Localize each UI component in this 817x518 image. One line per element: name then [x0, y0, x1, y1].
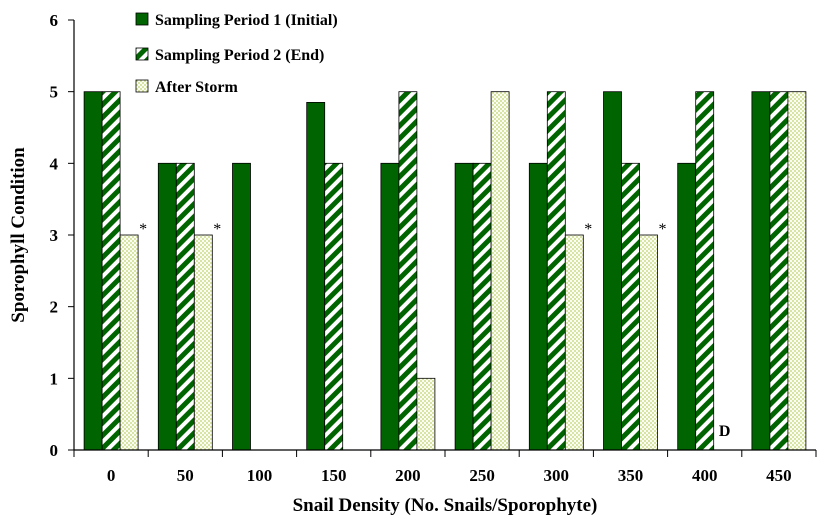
legend-item-series-2: Sampling Period 2 (End) [135, 47, 324, 64]
bar-series-2-cat-250 [472, 162, 492, 451]
x-tick-label: 50 [177, 466, 194, 485]
x-axis-title: Snail Density (No. Snails/Sporophyte) [293, 495, 598, 516]
legend-swatch-series-1 [135, 12, 149, 26]
y-tick-label: 0 [50, 441, 59, 460]
annotations-layer: * * * * D [139, 221, 730, 440]
x-tick-label: 350 [618, 466, 644, 485]
bars-layer [83, 91, 807, 451]
bar-series-1-cat-300 [528, 162, 548, 451]
bar-series-2-cat-50 [175, 162, 195, 451]
x-tick-label: 400 [692, 466, 718, 485]
bar-series-1-cat-50 [157, 162, 177, 451]
bar-series-3-cat-0 [119, 234, 139, 451]
legend-label-series-2: Sampling Period 2 (End) [155, 47, 324, 64]
x-tick-label: 450 [766, 466, 792, 485]
annotation-asterisk: * [213, 221, 221, 238]
bar-series-2-cat-150 [324, 162, 344, 451]
bar-series-2-cat-400 [695, 91, 715, 451]
x-tick-label: 200 [395, 466, 421, 485]
legend-label-series-3: After Storm [155, 79, 238, 96]
bar-series-1-cat-0 [83, 91, 103, 451]
bar-series-3-cat-300 [564, 234, 584, 451]
x-tick-label: 0 [107, 466, 116, 485]
y-tick-label: 2 [50, 298, 59, 317]
annotation-asterisk: * [659, 221, 667, 238]
bar-series-2-cat-350 [621, 162, 640, 451]
x-tick-label: 100 [247, 466, 273, 485]
bar-series-1-cat-250 [454, 162, 474, 451]
bar-series-1-cat-200 [380, 162, 400, 451]
bar-series-3-cat-200 [416, 377, 436, 451]
bar-series-3-cat-350 [639, 234, 658, 451]
bar-series-3-cat-250 [490, 91, 510, 451]
y-tick-label: 6 [50, 11, 59, 30]
legend-swatch-series-3 [135, 79, 149, 93]
bar-series-1-cat-400 [677, 162, 697, 451]
bar-series-1-cat-450 [751, 91, 771, 451]
legend-item-series-1: Sampling Period 1 (Initial) [135, 12, 338, 29]
legend-swatch-series-2 [135, 47, 149, 61]
legend-item-series-3: After Storm [135, 79, 238, 96]
y-tick-label: 4 [50, 154, 59, 173]
bar-series-2-cat-0 [101, 91, 121, 451]
x-tick-label: 150 [321, 466, 347, 485]
bar-series-2-cat-200 [398, 91, 418, 451]
bar-series-2-cat-300 [546, 91, 566, 451]
annotation-d-label: D [719, 423, 731, 440]
x-tick-label: 250 [469, 466, 495, 485]
legend: Sampling Period 1 (Initial) Sampling Per… [135, 12, 338, 96]
bar-series-1-cat-150 [306, 102, 326, 451]
bar-series-3-cat-450 [787, 91, 807, 451]
annotation-asterisk: * [139, 221, 147, 238]
bar-series-1-cat-100 [232, 162, 251, 451]
annotation-asterisk: * [584, 221, 592, 238]
y-axis-title: Sporophyll Condition [8, 147, 29, 323]
y-tick-label: 5 [50, 83, 59, 102]
axes-layer: 0 50 100 150 200 250 300 350 400 450 0 1 2 3 4 5 6 [50, 11, 817, 485]
x-tick-label: 300 [544, 466, 570, 485]
bar-series-3-cat-50 [193, 234, 213, 451]
legend-label-series-1: Sampling Period 1 (Initial) [155, 12, 338, 29]
bar-series-1-cat-350 [603, 91, 622, 451]
y-tick-label: 3 [50, 226, 59, 245]
y-tick-label: 1 [50, 369, 59, 388]
bar-series-2-cat-450 [769, 91, 789, 451]
